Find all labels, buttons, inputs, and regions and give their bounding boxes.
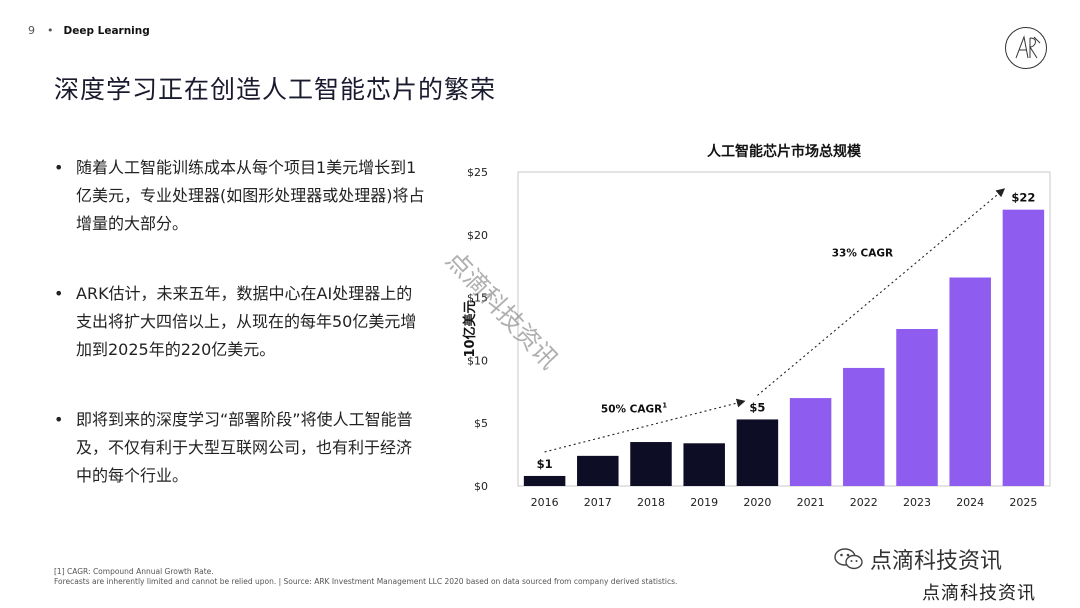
x-tick-label: 2024 [956, 496, 984, 509]
bullet-text: ARK估计，未来五年，数据中心在AI处理器上的支出将扩大四倍以上，从现在的每年5… [76, 284, 417, 359]
bullet-item: • 即将到来的深度学习“部署阶段”将使人工智能普及，不仅有利于大型互联网公司，也… [54, 406, 434, 490]
bar-2020 [736, 419, 779, 486]
bar-2023 [896, 329, 938, 486]
x-tick-label: 2021 [797, 496, 825, 509]
y-tick-label: $5 [474, 417, 488, 430]
ark-logo-icon: AR [1005, 27, 1047, 69]
ai-chip-market-chart: 人工智能芯片市场总规模 $0 $5 $10 $15 $20 $25 10亿美元 2016 2017… [462, 143, 1051, 509]
wechat-watermark: 点滴科技资讯 [834, 543, 1002, 575]
plot-frame [517, 171, 1051, 487]
bullet-text: 随着人工智能训练成本从每个项目1美元增长到1亿美元，专业处理器(如图形处理器或处… [76, 158, 425, 233]
chart-title: 人工智能芯片市场总规模 [707, 143, 862, 160]
data-label: $1 [537, 457, 553, 471]
bar-2022 [843, 367, 885, 486]
footnote-line-2: Forecasts are inherently limited and can… [54, 577, 678, 586]
x-tick-label: 2023 [903, 496, 931, 509]
section-label: Deep Learning [63, 24, 150, 37]
bar-2024 [949, 277, 991, 486]
cagr-arrow [757, 188, 1006, 396]
y-axis-label: 10亿美元 [462, 300, 478, 357]
bottom-watermark: 点滴科技资讯 [922, 583, 1036, 604]
y-tick-label: $10 [467, 354, 488, 367]
wechat-watermark-label: 点滴科技资讯 [870, 549, 1003, 574]
x-tick-label: 2020 [743, 496, 771, 509]
data-label: $5 [749, 400, 765, 414]
slide-header: 9 • Deep Learning [28, 24, 150, 37]
cagr-label: 50% CAGR1 [601, 402, 667, 416]
bar-2019 [683, 443, 725, 486]
x-tick-label: 2017 [584, 496, 612, 509]
wechat-icon [834, 548, 863, 570]
bar-2017 [577, 455, 619, 486]
y-tick-label: $0 [474, 480, 488, 493]
bullet-text: 即将到来的深度学习“部署阶段”将使人工智能普及，不仅有利于大型互联网公司，也有利… [76, 410, 413, 485]
slide-title: 深度学习正在创造人工智能芯片的繁荣 [54, 75, 497, 104]
x-tick-label: 2025 [1009, 496, 1037, 509]
bullet-mark: • [54, 158, 64, 177]
bar-2016 [523, 475, 566, 486]
y-tick-label: $15 [467, 292, 488, 305]
cagr-label: 33% CAGR [832, 248, 893, 260]
x-tick-label: 2019 [690, 496, 718, 509]
bullet-item: • ARK估计，未来五年，数据中心在AI处理器上的支出将扩大四倍以上，从现在的每… [54, 280, 434, 364]
cagr-footnote-ref: 1 [662, 402, 667, 410]
bar-2018 [630, 442, 672, 486]
data-label: $22 [1011, 191, 1035, 205]
bullet-mark: • [54, 410, 64, 429]
footnote-line-1: [1] CAGR: Compound Annual Growth Rate. [54, 567, 214, 576]
page-number: 9 [28, 24, 35, 37]
bullet-item: • 随着人工智能训练成本从每个项目1美元增长到1亿美元，专业处理器(如图形处理器… [54, 154, 434, 238]
bullet-list: • 随着人工智能训练成本从每个项目1美元增长到1亿美元，专业处理器(如图形处理器… [54, 154, 434, 532]
bullet-mark: • [54, 284, 64, 303]
x-tick-label: 2016 [531, 496, 559, 509]
header-separator: • [47, 24, 54, 37]
x-tick-label: 2018 [637, 496, 665, 509]
footnote: [1] CAGR: Compound Annual Growth Rate. F… [54, 567, 677, 587]
x-tick-label: 2022 [850, 496, 878, 509]
bar-2025 [1002, 209, 1045, 486]
y-tick-label: $25 [467, 166, 488, 179]
y-tick-label: $20 [467, 229, 488, 242]
cagr-arrow [544, 398, 746, 453]
bar-2021 [789, 398, 832, 486]
